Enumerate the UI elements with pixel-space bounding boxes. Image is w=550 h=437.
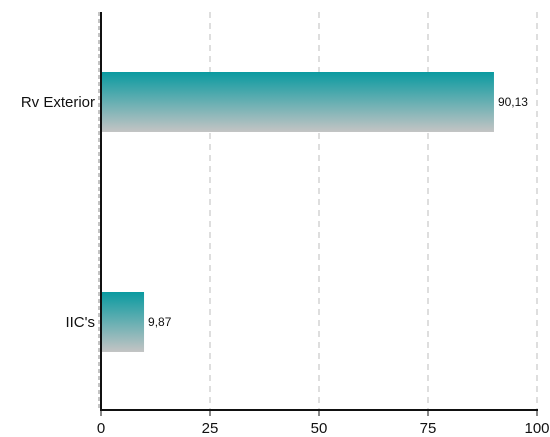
- category-label: Rv Exterior: [21, 94, 95, 111]
- category-label: IIC's: [65, 314, 95, 331]
- gridlines: [209, 12, 538, 410]
- bar: [101, 72, 494, 132]
- x-tick-label: 25: [202, 420, 219, 437]
- x-tick-label: 0: [97, 420, 105, 437]
- data-label: 9,87: [148, 315, 172, 329]
- labels: 0 25 50 75 100 Rv Exterior 90,13 IIC's 9,87: [21, 94, 550, 437]
- data-label: 90,13: [498, 95, 528, 109]
- x-tick-label: 50: [311, 420, 328, 437]
- bars: [101, 72, 494, 352]
- bar: [101, 292, 145, 352]
- x-tick-label: 75: [420, 420, 437, 437]
- axes: [98, 12, 538, 416]
- x-tick-label: 100: [524, 420, 549, 437]
